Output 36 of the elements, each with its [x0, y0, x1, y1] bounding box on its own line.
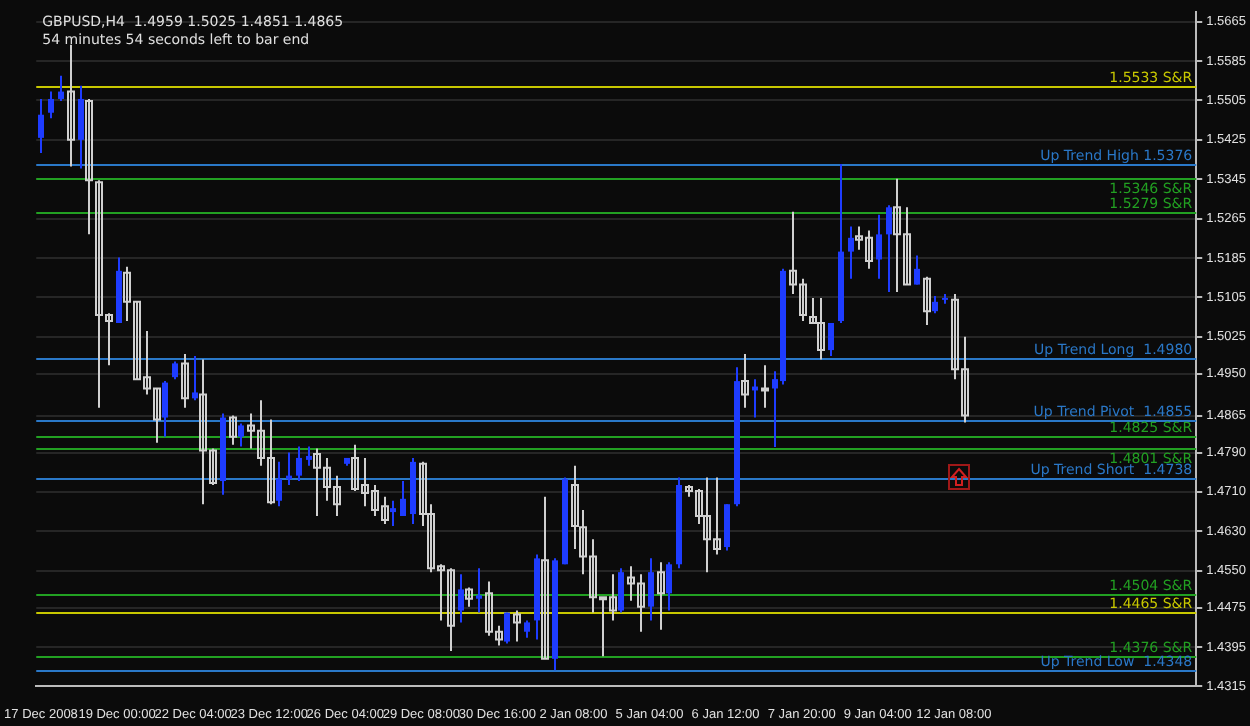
candlestick — [238, 422, 244, 448]
candlestick — [876, 213, 882, 280]
candlestick — [541, 495, 549, 660]
candlestick — [504, 611, 510, 645]
candlestick — [181, 353, 189, 409]
candlestick — [923, 275, 931, 326]
candlestick — [276, 460, 282, 508]
candlestick — [914, 254, 920, 286]
candlestick — [58, 74, 64, 102]
candlestick — [513, 609, 521, 643]
candlestick — [67, 43, 75, 168]
candlestick — [162, 380, 168, 438]
candlestick — [886, 204, 892, 293]
candlestick — [848, 225, 854, 280]
candlestick — [296, 445, 302, 483]
candlestick — [476, 567, 482, 614]
candlestick — [741, 353, 749, 409]
candlestick — [192, 354, 198, 402]
candlestick — [828, 322, 834, 357]
candlestick — [724, 503, 730, 552]
candlestick — [648, 557, 654, 622]
candlestick — [390, 499, 396, 527]
candlestick — [657, 561, 665, 631]
candlestick — [465, 586, 473, 608]
candlestick — [38, 97, 44, 155]
candlestick — [85, 97, 93, 236]
candlestick — [229, 414, 237, 446]
candlestick — [817, 296, 825, 361]
candlestick — [458, 573, 464, 624]
candlestick — [666, 561, 672, 612]
candlestick — [400, 480, 406, 518]
candlestick — [761, 364, 769, 409]
candlestick — [78, 84, 84, 170]
candlestick — [48, 90, 54, 120]
candlestick — [306, 445, 312, 467]
candlestick — [618, 567, 624, 614]
